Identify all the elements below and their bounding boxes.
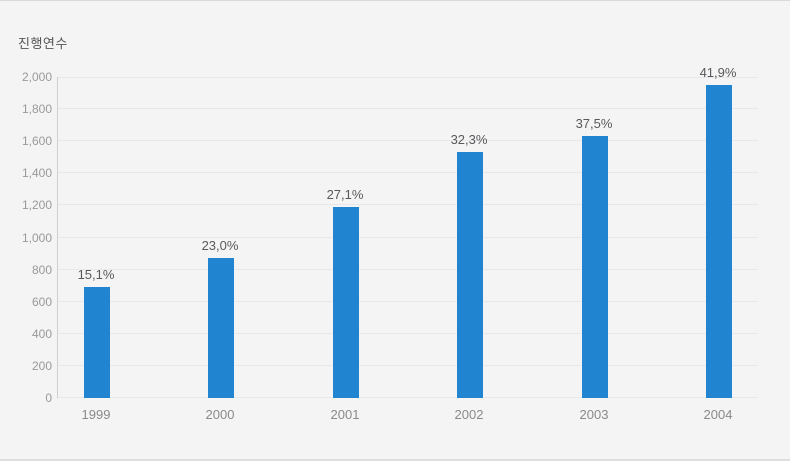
y-axis-tick-label: 0 — [45, 391, 52, 405]
y-axis-tick-label: 2,000 — [21, 70, 52, 84]
plot-area — [57, 77, 758, 398]
bar — [208, 258, 234, 398]
bar-value-label: 15,1% — [77, 267, 115, 282]
x-axis-label: 2001 — [330, 407, 360, 422]
x-axis-label: 2004 — [703, 407, 733, 422]
y-axis-tick-label: 600 — [31, 294, 52, 309]
gridline — [58, 140, 758, 141]
y-axis-tick-label: 800 — [31, 262, 52, 277]
y-axis-tick-label: 1,200 — [21, 198, 52, 213]
y-axis-tick-label: 1,400 — [21, 166, 52, 181]
gridline — [58, 301, 758, 302]
x-axis-label: 2002 — [454, 407, 484, 422]
bar — [706, 85, 732, 398]
bar — [582, 136, 608, 398]
bar-value-label: 27,1% — [326, 187, 364, 202]
bar-value-label: 32,3% — [450, 132, 488, 147]
gridline — [58, 204, 758, 205]
gridline — [58, 172, 758, 173]
x-axis-label: 2003 — [579, 407, 609, 422]
bar-value-label: 41,9% — [699, 65, 737, 80]
gridline — [58, 269, 758, 270]
y-axis-tick-label: 200 — [31, 358, 52, 373]
bar — [333, 207, 359, 398]
bar — [84, 287, 110, 398]
x-axis-label: 1999 — [81, 407, 111, 422]
y-axis-tick-label: 1,000 — [21, 230, 52, 245]
gridline — [58, 365, 758, 366]
y-axis-tick-label: 1,600 — [21, 134, 52, 149]
bar — [457, 152, 483, 398]
bar-value-label: 23,0% — [201, 238, 239, 253]
gridline — [58, 108, 758, 109]
y-axis-tick-label: 1,800 — [21, 102, 52, 117]
bar-value-label: 37,5% — [575, 116, 613, 131]
chart-title: 진행연수 — [18, 36, 68, 51]
gridline — [58, 77, 758, 78]
gridline — [58, 397, 758, 398]
gridline — [58, 237, 758, 238]
x-axis-label: 2000 — [205, 407, 235, 422]
y-axis-tick-label: 400 — [31, 326, 52, 341]
gridline — [58, 333, 758, 334]
